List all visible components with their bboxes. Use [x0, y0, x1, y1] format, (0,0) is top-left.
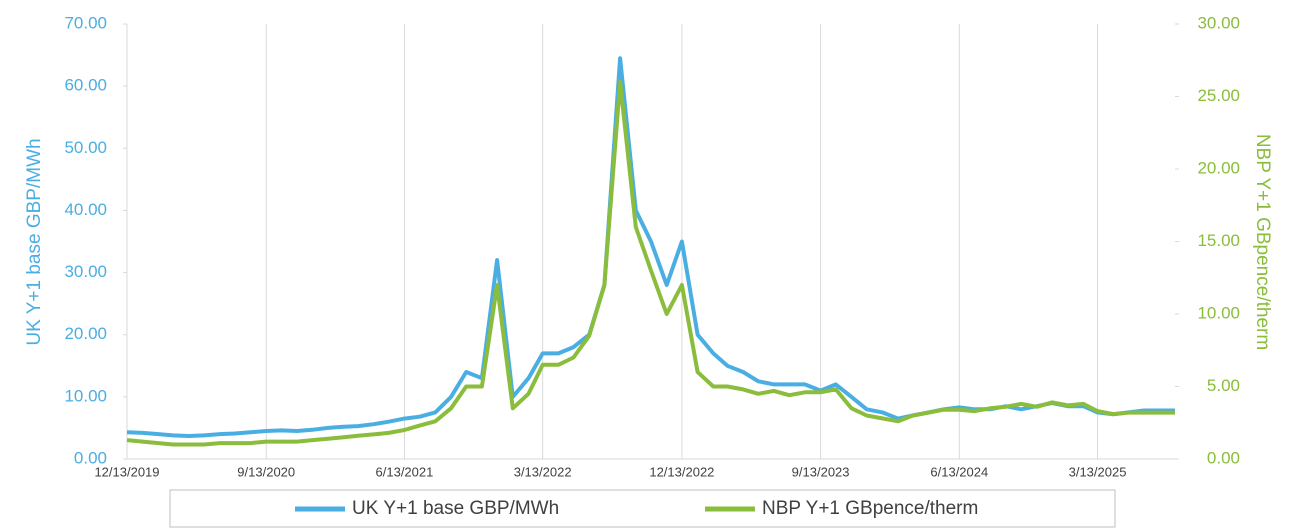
x-tick-label: 9/13/2023 [792, 464, 850, 479]
legend-label: NBP Y+1 GBpence/therm [762, 498, 978, 519]
y2-tick-label: 20.00 [1197, 158, 1240, 177]
x-tick-label: 12/13/2022 [649, 464, 714, 479]
y2-tick-label: 0.00 [1207, 448, 1240, 467]
y2-tick-label: 25.00 [1197, 86, 1240, 105]
y2-tick-label: 5.00 [1207, 376, 1240, 395]
y-axis-title: UK Y+1 base GBP/MWh [24, 138, 45, 345]
x-tick-label: 12/13/2019 [94, 464, 159, 479]
data-line [126, 56, 1175, 438]
y-tick-label: 50.00 [64, 138, 107, 157]
y-tick-label: 70.00 [64, 13, 107, 32]
x-tick-label: 6/13/2024 [930, 464, 988, 479]
x-tick-label: 3/13/2025 [1069, 464, 1127, 479]
y-tick-label: 10.00 [64, 386, 107, 405]
y2-tick-label: 10.00 [1197, 303, 1240, 322]
y-tick-label: 40.00 [64, 200, 107, 219]
x-tick-label: 3/13/2022 [514, 464, 572, 479]
x-tick-label: 9/13/2020 [237, 464, 295, 479]
data-line [126, 80, 1175, 447]
x-tick-label: 6/13/2021 [376, 464, 434, 479]
y2-axis-title: NBP Y+1 GBpence/therm [1252, 134, 1273, 350]
y-tick-label: 60.00 [64, 76, 107, 95]
y-tick-label: 20.00 [64, 324, 107, 343]
y-tick-label: 0.00 [74, 448, 107, 467]
y-tick-label: 30.00 [64, 262, 107, 281]
y2-tick-label: 15.00 [1197, 231, 1240, 250]
legend-label: UK Y+1 base GBP/MWh [352, 498, 559, 519]
y2-tick-label: 30.00 [1197, 13, 1240, 32]
legend-box [169, 489, 1116, 528]
